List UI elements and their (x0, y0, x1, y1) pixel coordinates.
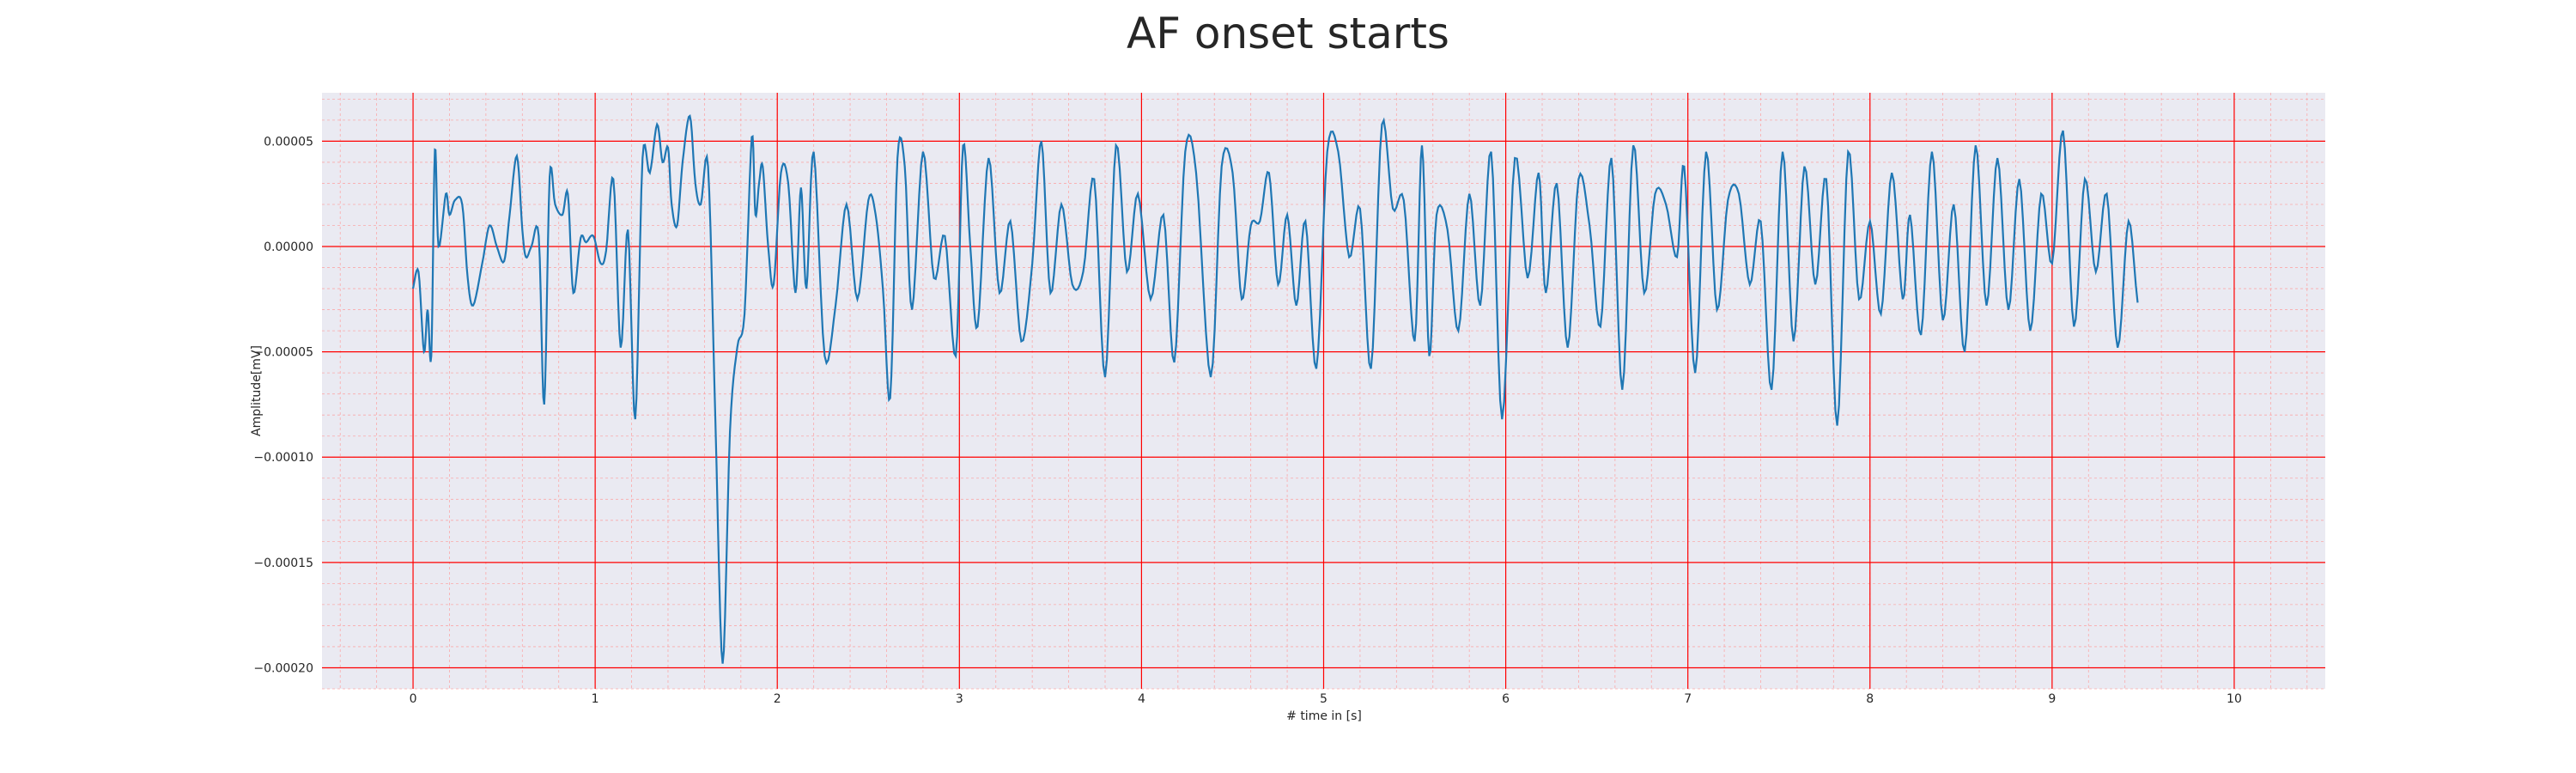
y-tick-label: 0.00000 (264, 240, 313, 254)
x-axis-label: # time in [s] (1286, 709, 1362, 723)
x-tick-label: 2 (774, 692, 781, 706)
ecg-series-line (411, 113, 2139, 664)
x-tick-label: 7 (1684, 692, 1692, 706)
x-tick-label: 9 (2048, 692, 2056, 706)
x-tick-label: 8 (1866, 692, 1874, 706)
y-axis-label: Amplitude[mV] (250, 345, 264, 436)
x-tick-labels: 0 1 2 3 4 5 6 7 8 9 10 (410, 692, 2242, 706)
y-tick-label: −0.00020 (253, 661, 313, 675)
x-tick-label: 10 (2227, 692, 2242, 706)
x-tick-label: 5 (1320, 692, 1327, 706)
x-tick-label: 0 (410, 692, 417, 706)
y-tick-label: 0.00005 (264, 135, 313, 149)
x-tick-label: 4 (1138, 692, 1145, 706)
x-tick-label: 1 (592, 692, 599, 706)
y-tick-label: −0.00005 (253, 346, 313, 360)
y-tick-labels: 0.00005 0.00000 −0.00005 −0.00010 −0.00015 −0… (253, 135, 313, 675)
x-tick-label: 3 (956, 692, 963, 706)
y-tick-label: −0.00010 (253, 451, 313, 465)
chart-title: AF onset starts (1127, 9, 1449, 58)
x-tick-label: 6 (1502, 692, 1510, 706)
y-tick-label: −0.00015 (253, 557, 313, 570)
